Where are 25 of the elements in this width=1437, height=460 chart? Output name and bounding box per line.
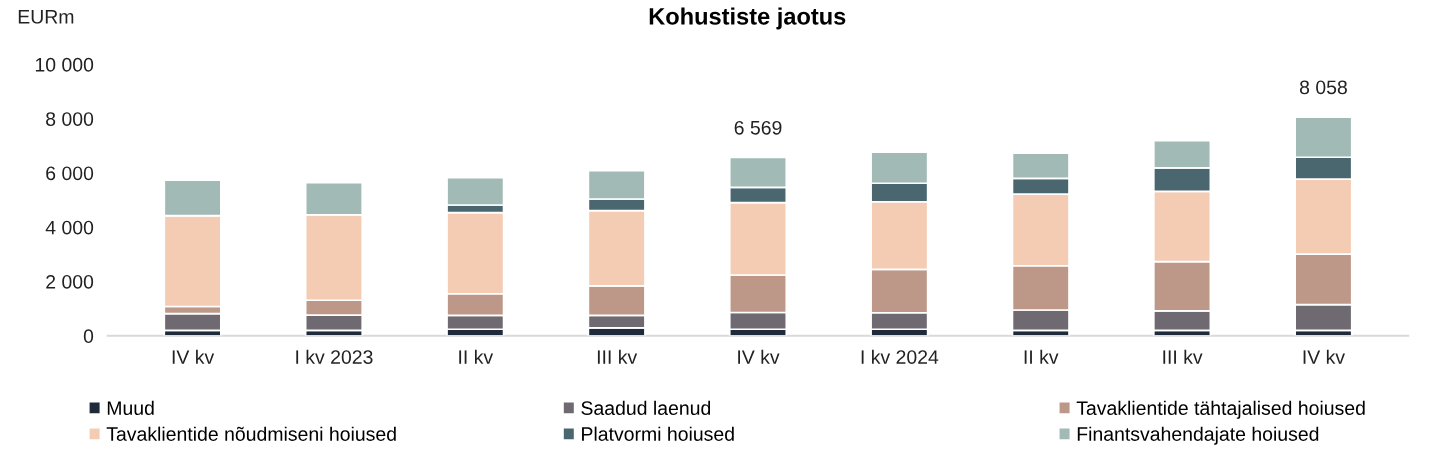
legend-label: Tavaklientide tähtajalised hoiused <box>1076 400 1365 419</box>
y-tick-label: 4 000 <box>45 220 94 235</box>
y-axis-title: EURm <box>18 10 74 24</box>
x-tick-label: IV kv <box>738 349 780 364</box>
legend-label: Saadud laenud <box>581 400 711 415</box>
x-tick-label: II kv <box>1024 349 1059 364</box>
legend-label: Tavaklientide nõudmiseni hoiused <box>106 426 396 441</box>
x-tick-label: III kv <box>1163 349 1203 364</box>
y-tick-label: 2 000 <box>46 274 94 289</box>
legend-label: Platvormi hoiused <box>582 426 734 441</box>
y-tick-label: 10 000 <box>35 57 94 72</box>
x-tick-label: I kv 2024 <box>861 349 939 364</box>
legend-label: Finantsvahendajate hoiused <box>1077 426 1319 445</box>
y-tick-label: 6 000 <box>46 166 94 181</box>
total-label: 6 569 <box>734 120 782 135</box>
y-tick-label: 8 000 <box>46 112 94 126</box>
x-tick-label: IV kv <box>1303 349 1345 364</box>
x-tick-label: IV kv <box>172 349 215 364</box>
x-tick-label: III kv <box>597 349 638 364</box>
x-tick-label: I kv 2023 <box>296 349 373 364</box>
legend-label: Muud <box>107 400 154 415</box>
y-tick-label: 0 <box>83 329 94 344</box>
chart-title: Kohustiste jaotus <box>649 7 846 30</box>
x-tick-label: II kv <box>459 349 494 364</box>
total-label: 8 058 <box>1299 80 1347 95</box>
